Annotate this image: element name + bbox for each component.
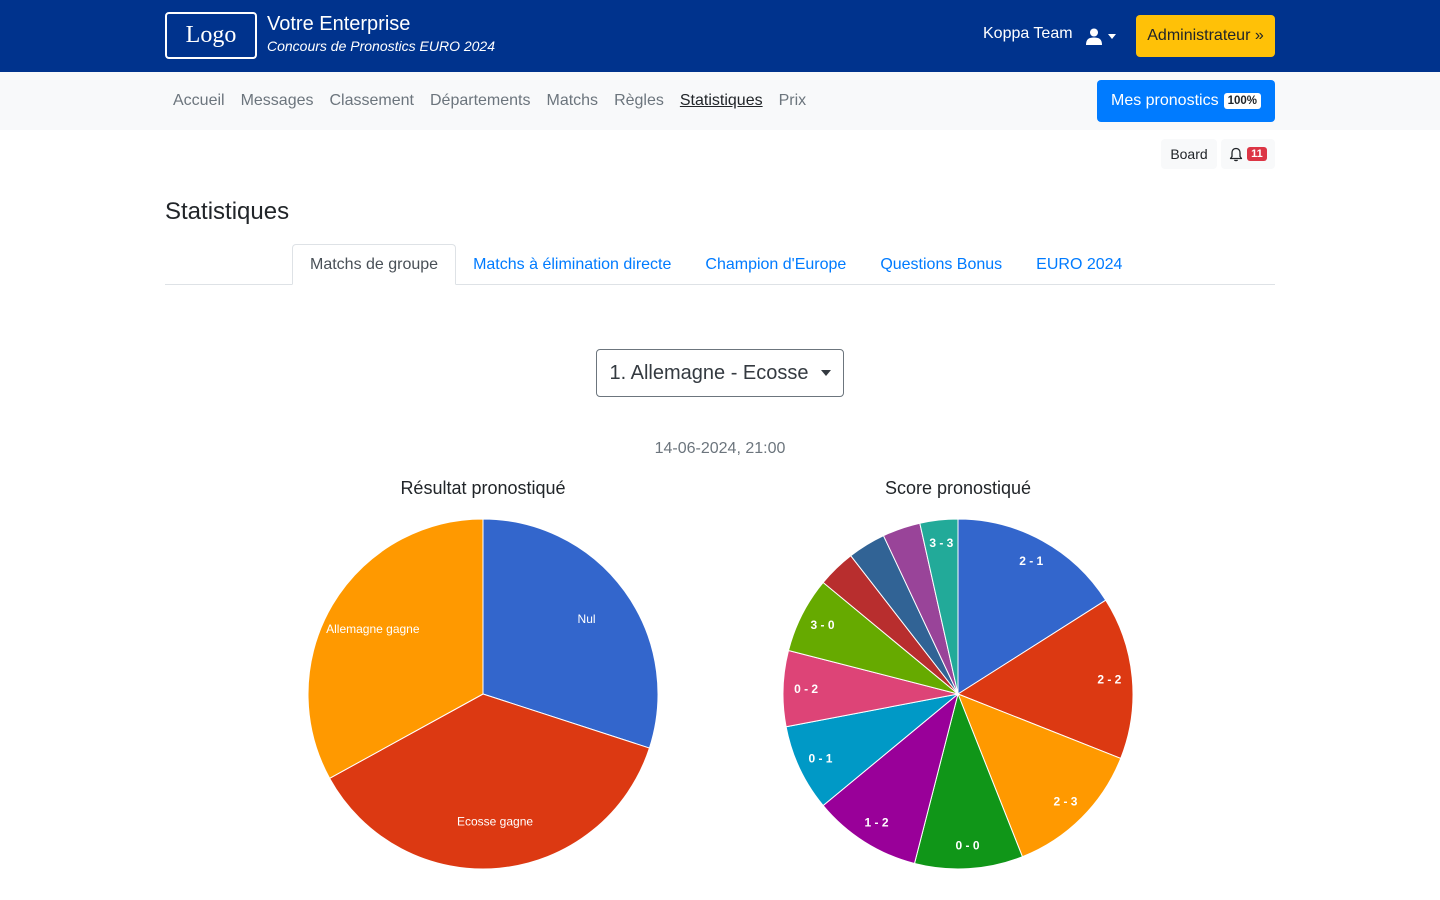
main-navbar: Accueil Messages Classement Départements… — [0, 72, 1440, 130]
nav-item-matchs[interactable]: Matchs — [546, 92, 599, 109]
page-title: Statistiques — [165, 198, 290, 225]
chart-title-resultat: Résultat pronostiqué — [400, 478, 566, 498]
nav-item-accueil[interactable]: Accueil — [173, 92, 225, 109]
match-date: 14-06-2024, 21:00 — [654, 440, 786, 457]
notification-count-badge: 11 — [1247, 147, 1267, 161]
slice-label: Allemagne gagne — [326, 622, 420, 636]
nav-item-prix[interactable]: Prix — [778, 92, 807, 109]
tab-champion-d-europe[interactable]: Champion d'Europe — [705, 255, 847, 273]
mes-pronostics-label: Mes pronostics — [1110, 92, 1219, 109]
mes-pronostics-button[interactable]: Mes pronostics 100% — [1097, 80, 1275, 122]
match-select-dropdown[interactable]: 1. Allemagne - Ecosse — [596, 349, 844, 397]
company-logo[interactable]: Logo — [165, 12, 257, 59]
bell-icon — [1230, 147, 1243, 161]
nav-item-departements[interactable]: Départements — [429, 92, 531, 109]
admin-button[interactable]: Administrateur » — [1136, 15, 1275, 57]
slice-label: 0 - 2 — [794, 682, 818, 696]
tab-questions-bonus[interactable]: Questions Bonus — [880, 255, 1003, 273]
chevron-down-icon — [820, 370, 831, 376]
slice-label: Ecosse gagne — [457, 814, 533, 828]
nav-item-classement[interactable]: Classement — [329, 92, 414, 109]
pie-slice[interactable] — [957, 693, 1122, 858]
contest-subtitle: Concours de Pronostics EURO 2024 — [267, 38, 495, 54]
tab-matchs-de-groupe[interactable]: Matchs de groupe — [292, 244, 457, 285]
slice-label: 2 - 1 — [1019, 554, 1043, 568]
user-icon — [1086, 28, 1102, 45]
slice-label: 3 - 0 — [811, 618, 835, 632]
tabs-divider — [165, 284, 1275, 285]
pie-slice[interactable] — [482, 518, 659, 749]
pie-slice[interactable] — [822, 692, 959, 865]
pie-chart-resultat: Nul Ecosse gagne Allemagne gagne — [307, 518, 659, 870]
company-name: Votre Enterprise — [267, 13, 411, 35]
slice-label: 0 - 1 — [808, 752, 832, 766]
chart-title-score: Score pronostiqué — [884, 478, 1032, 498]
board-label: Board — [1170, 146, 1208, 162]
nav-item-statistiques[interactable]: Statistiques — [679, 92, 763, 109]
tab-matchs-elimination-directe[interactable]: Matchs à élimination directe — [473, 255, 672, 273]
pie-slice[interactable] — [957, 518, 1107, 695]
top-header: Logo Votre Enterprise Concours de Pronos… — [0, 0, 1440, 72]
logo-text: Logo — [185, 22, 237, 48]
nav-item-regles[interactable]: Règles — [614, 92, 664, 109]
slice-label: Nul — [578, 612, 596, 626]
slice-label: 0 - 0 — [956, 839, 980, 853]
match-select-value: 1. Allemagne - Ecosse — [609, 361, 809, 384]
slice-label: 3 - 3 — [929, 536, 953, 550]
board-button[interactable]: Board — [1161, 139, 1217, 169]
notifications-button[interactable]: 11 — [1221, 139, 1275, 169]
completion-badge: 100% — [1223, 93, 1261, 109]
stats-tabs: Matchs de groupe Matchs à élimination di… — [292, 244, 1139, 285]
pie-chart-score: 2 - 1 2 - 2 2 - 3 0 - 0 1 - 2 0 - 1 0 - 2 3 - 0… — [782, 518, 1134, 870]
slice-label: 2 - 2 — [1097, 673, 1121, 687]
pie-slice[interactable] — [956, 599, 1134, 760]
team-name: Koppa Team — [983, 25, 1073, 42]
nav-links: Accueil Messages Classement Départements… — [165, 72, 814, 130]
pie-slice[interactable] — [328, 693, 651, 870]
user-menu-toggle[interactable] — [1086, 24, 1122, 48]
nav-item-messages[interactable]: Messages — [240, 92, 314, 109]
pie-slice[interactable] — [913, 692, 1024, 870]
slice-label: 1 - 2 — [865, 815, 889, 829]
pie-slice[interactable] — [919, 518, 959, 695]
pie-slice[interactable] — [307, 518, 484, 779]
chevron-down-icon — [1108, 33, 1116, 39]
slice-label: 2 - 3 — [1053, 794, 1077, 808]
tab-euro-2024[interactable]: EURO 2024 — [1036, 255, 1123, 273]
